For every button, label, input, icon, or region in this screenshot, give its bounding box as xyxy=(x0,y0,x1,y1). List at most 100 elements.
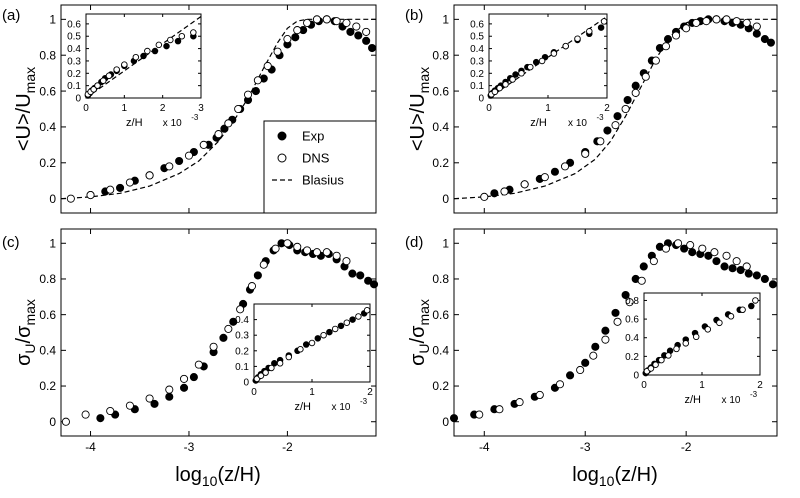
data-point-dns xyxy=(518,70,525,77)
y-tick-label: 0.1 xyxy=(67,81,81,92)
x-tick-label: -3 xyxy=(184,440,195,454)
legend-label: DNS xyxy=(302,151,330,166)
data-point-dns xyxy=(732,257,741,266)
data-point-exp xyxy=(601,326,610,335)
x-axis-title-sub: 10 xyxy=(599,473,615,489)
x-tick-label: 0 xyxy=(251,387,257,398)
data-point-exp xyxy=(752,29,761,38)
data-point-exp xyxy=(688,248,697,257)
y-tick-label: 0.6 xyxy=(67,19,81,30)
x-axis-title: log10(z/H) xyxy=(572,464,658,489)
data-point-dns xyxy=(538,57,546,65)
data-point-exp xyxy=(116,183,125,192)
data-point-dns xyxy=(665,352,672,359)
legend-label: Exp xyxy=(302,129,324,144)
x-axis-title-rest: (z/H) xyxy=(614,464,657,486)
data-point-exp xyxy=(736,265,745,275)
data-point-dns xyxy=(312,15,321,24)
x-tick-label: 2 xyxy=(160,103,166,114)
inset-x-scale-exponent: -3 xyxy=(191,113,199,122)
data-point-dns xyxy=(658,356,665,364)
data-point-dns xyxy=(362,27,371,36)
data-point-dns xyxy=(722,251,731,260)
y-tick-label: 0.6 xyxy=(39,308,56,322)
data-point-exp xyxy=(752,271,761,280)
y-tick-label: 0.8 xyxy=(432,272,449,286)
y-axis-title-rest-sub: max xyxy=(416,299,432,325)
x-tick-label: 1 xyxy=(122,103,128,114)
x-tick-label: 1 xyxy=(699,380,705,391)
inset-d: 0 1 2 0 0.2 0.4 0.6 0.8 z/H x 10 -3 xyxy=(625,292,763,406)
data-point-dns xyxy=(641,72,650,81)
data-point-exp xyxy=(512,71,519,78)
data-point-dns xyxy=(285,353,293,361)
y-tick-label: 0 xyxy=(49,192,56,206)
y-tick-label: 1 xyxy=(49,236,56,250)
data-point-dns xyxy=(682,340,690,347)
data-point-dns xyxy=(190,29,197,36)
data-point-exp xyxy=(251,87,260,96)
data-point-exp xyxy=(631,81,640,90)
x-tick-label: 1 xyxy=(309,387,315,398)
data-point-dns xyxy=(515,398,524,407)
y-tick-label: 0.8 xyxy=(39,272,56,286)
data-point-exp xyxy=(163,42,170,50)
inset-x-label: z/H xyxy=(126,117,143,129)
x-tick-label: -2 xyxy=(681,440,692,454)
y-tick-label: 0.4 xyxy=(39,344,56,358)
data-point-dns xyxy=(61,417,70,426)
data-point-exp xyxy=(621,290,630,300)
data-point-dns xyxy=(651,56,660,65)
y-tick-label: 0.4 xyxy=(67,44,81,55)
data-point-dns xyxy=(262,369,269,376)
data-point-dns xyxy=(704,326,712,333)
data-point-dns xyxy=(589,351,598,360)
panel-label: (d) xyxy=(405,234,423,251)
data-point-dns xyxy=(674,239,683,248)
data-point-exp xyxy=(314,335,322,342)
x-axis-title-base: log xyxy=(572,464,599,486)
data-point-dns xyxy=(86,191,95,200)
panel-label: (c) xyxy=(2,234,20,251)
data-point-dns xyxy=(621,104,630,114)
y-axis-title-sub: max xyxy=(416,67,432,93)
data-point-exp xyxy=(302,341,310,348)
data-point-dns xyxy=(509,76,516,83)
data-point-exp xyxy=(766,38,775,47)
y-axis-title-main: σ xyxy=(13,353,35,366)
data-point-exp xyxy=(532,58,540,66)
data-point-dns xyxy=(739,306,746,314)
data-point-dns xyxy=(144,47,151,55)
data-point-dns xyxy=(732,17,741,26)
data-point-exp xyxy=(720,262,729,271)
data-point-dns xyxy=(702,17,711,26)
y-tick-label: 0 xyxy=(442,192,449,206)
data-point-dns xyxy=(535,390,544,400)
inset-x-label: z/H xyxy=(294,401,311,413)
y-tick-label: 0.1 xyxy=(470,81,484,92)
y-axis-title-sub: U xyxy=(416,343,432,353)
data-point-dns xyxy=(199,140,208,149)
data-point-exp xyxy=(354,31,363,40)
data-point-dns xyxy=(495,405,504,414)
inset-a: 0 1 2 300.10.20.30.40.50.6z/H x 10-3 xyxy=(67,13,204,129)
inset-c: 0 1 2 0 0.1 0.2 0.3 0.4 z/H x 10 -3 xyxy=(235,303,373,413)
y-tick-label: 0.4 xyxy=(39,120,56,134)
data-point-dns xyxy=(682,24,691,33)
y-axis-title-rest-sub: max xyxy=(22,299,38,325)
data-point-dns xyxy=(273,47,282,56)
x-tick-label: 0 xyxy=(83,103,89,114)
data-point-dns xyxy=(710,248,719,257)
y-tick-label: 0.3 xyxy=(470,56,484,67)
data-point-exp xyxy=(704,251,713,260)
y-axis-title-rest: /σ xyxy=(407,325,429,344)
data-point-exp xyxy=(597,24,605,31)
y-tick-label: 0.5 xyxy=(67,32,81,43)
data-point-dns xyxy=(132,53,140,61)
data-point-exp xyxy=(229,317,238,326)
data-point-dns xyxy=(686,241,695,250)
y-tick-label: 0 xyxy=(478,94,484,105)
y-axis-title-rest: /σ xyxy=(13,325,35,344)
inset-x-scale-exponent: -3 xyxy=(360,397,368,406)
